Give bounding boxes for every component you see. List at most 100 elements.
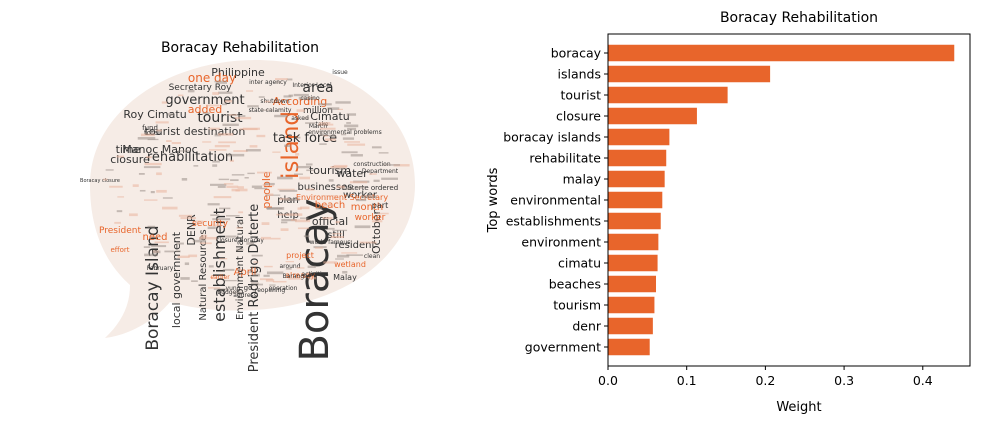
word-cloud-filler (328, 134, 337, 137)
word-cloud-filler (178, 214, 193, 217)
y-tick-label: tourist (561, 88, 602, 103)
word-cloud-filler (132, 184, 139, 187)
word-cloud-filler (263, 274, 270, 277)
word-cloud-filler (207, 287, 221, 289)
word-cloud-word: asked (291, 115, 309, 122)
x-tick-label: 0.4 (913, 373, 933, 388)
word-cloud-filler (244, 177, 249, 179)
word-cloud-filler (277, 188, 295, 191)
bar-environmental (608, 191, 663, 209)
word-cloud-filler (355, 186, 366, 189)
word-cloud-word: effort (110, 246, 129, 254)
y-tick-label: islands (558, 67, 602, 82)
word-cloud-filler (236, 268, 241, 271)
word-cloud-filler (359, 241, 377, 244)
word-cloud-word: February (147, 265, 174, 272)
word-cloud-filler (305, 188, 315, 191)
word-cloud-filler (341, 187, 355, 190)
word-cloud-filler (332, 233, 343, 235)
word-cloud-filler (285, 261, 295, 263)
word-cloud-filler (347, 127, 357, 131)
bar-rehabilitate (608, 149, 667, 167)
word-cloud-word: go (244, 284, 253, 292)
word-cloud-filler (175, 250, 181, 253)
x-axis-ticks: 0.0 0.1 0.2 0.3 0.4 (598, 366, 933, 388)
y-tick-label: boracay islands (503, 130, 601, 145)
word-cloud-filler (257, 283, 263, 286)
word-cloud-filler (156, 189, 167, 193)
y-tick-label: government (525, 340, 601, 355)
word-cloud-filler (225, 215, 240, 217)
word-cloud-filler (238, 115, 246, 117)
word-cloud-filler (313, 246, 327, 249)
word-cloud-filler (218, 133, 234, 136)
word-cloud-filler (180, 277, 190, 280)
word-cloud-filler (295, 153, 300, 156)
y-tick-label: environmental (510, 193, 601, 208)
word-cloud-filler (344, 124, 359, 128)
word-cloud-word: Barangay (283, 273, 312, 280)
word-cloud-filler (262, 183, 269, 187)
word-cloud-filler (296, 109, 305, 112)
x-axis-label: Weight (776, 400, 821, 415)
word-cloud-filler (208, 265, 214, 268)
word-cloud-filler (332, 229, 348, 232)
word-cloud-word: worker (355, 213, 386, 223)
word-cloud-filler (236, 248, 244, 251)
word-cloud-filler (143, 166, 161, 169)
word-cloud-word: closure Boracay (216, 237, 264, 244)
word-cloud-filler (369, 173, 377, 175)
word-cloud-filler (140, 133, 155, 137)
word-cloud-filler (213, 288, 229, 290)
word-cloud-filler (328, 179, 334, 182)
y-axis-label: Top words (486, 167, 501, 233)
word-cloud-filler (187, 89, 195, 93)
y-tick-label: boracay (551, 46, 602, 61)
word-cloud-word: people (260, 171, 273, 209)
word-cloud-filler (323, 135, 329, 137)
word-cloud-filler (200, 234, 208, 238)
word-cloud-filler (288, 94, 294, 97)
word-cloud-word: Malay (333, 273, 357, 282)
word-cloud-filler (214, 133, 221, 137)
word-cloud-filler (323, 204, 335, 207)
word-cloud-filler (206, 104, 220, 107)
word-cloud-filler (218, 141, 236, 144)
word-cloud-word: address (233, 292, 257, 299)
y-tick-label: environment (521, 235, 601, 250)
word-cloud-filler (269, 184, 275, 187)
word-cloud-filler (317, 130, 327, 133)
word-cloud-word: still (327, 230, 344, 241)
word-cloud-filler (342, 270, 348, 274)
word-cloud-filler (321, 195, 339, 197)
y-tick-label: beaches (549, 277, 601, 292)
word-cloud-filler (319, 143, 327, 145)
word-cloud-filler (354, 225, 371, 229)
word-cloud-filler (284, 144, 291, 147)
bar-beaches (608, 275, 657, 293)
word-cloud-filler (346, 122, 351, 124)
y-tick-label: closure (556, 109, 601, 124)
word-cloud-filler (318, 123, 334, 126)
word-cloud-filler (373, 179, 380, 182)
word-cloud-word: local government (170, 231, 183, 328)
word-cloud-filler (237, 186, 244, 189)
word-cloud-filler (212, 218, 231, 221)
word-cloud-filler (341, 252, 358, 254)
word-cloud-filler (259, 278, 273, 281)
word-cloud-filler (299, 176, 311, 180)
word-cloud-filler (233, 150, 248, 153)
word-cloud-filler (218, 178, 230, 181)
word-cloud-filler (334, 167, 345, 170)
word-cloud-filler (355, 199, 367, 202)
word-cloud-word: project (286, 251, 314, 260)
word-cloud-word: Boracay (292, 198, 338, 361)
y-tick-label: tourism (553, 298, 601, 313)
word-cloud-filler (177, 255, 190, 259)
word-cloud-filler (247, 172, 255, 175)
word-cloud-filler (230, 179, 239, 182)
word-cloud-filler (164, 250, 175, 253)
word-cloud-filler (320, 127, 336, 130)
word-cloud-filler (283, 95, 292, 98)
word-cloud-filler (213, 196, 232, 199)
